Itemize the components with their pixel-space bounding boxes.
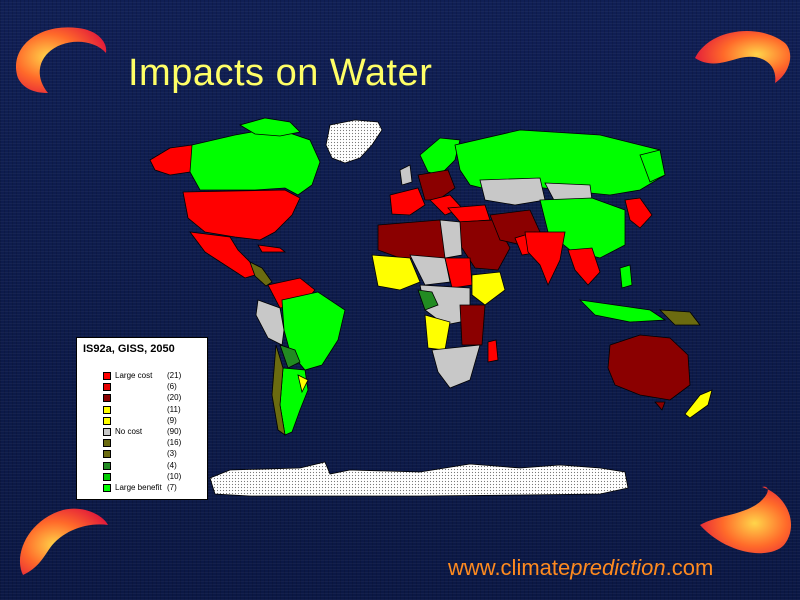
legend-count: (4) bbox=[167, 460, 177, 470]
canada bbox=[189, 127, 321, 196]
legend-count: (7) bbox=[167, 483, 177, 492]
sahel bbox=[409, 254, 451, 286]
legend-swatch bbox=[103, 372, 111, 380]
legend-title: IS92a, GISS, 2050 bbox=[83, 343, 175, 355]
legend-item: (9) bbox=[101, 416, 207, 426]
legend-count: (6) bbox=[167, 382, 177, 392]
uk bbox=[399, 164, 413, 186]
korea-japan bbox=[624, 197, 653, 229]
arctic-islands bbox=[238, 117, 301, 137]
india bbox=[524, 231, 566, 286]
legend-item: (3) bbox=[101, 449, 207, 459]
legend-count: (9) bbox=[167, 415, 177, 425]
flame-swoosh-top-right bbox=[695, 30, 791, 83]
legend-label: Large benefit bbox=[115, 483, 162, 492]
legend-item: Large cost (21) bbox=[101, 371, 207, 381]
chile bbox=[271, 344, 286, 436]
url-prefix: www.climate bbox=[448, 555, 571, 580]
turkey-caucasus bbox=[447, 204, 491, 223]
url-italic: prediction bbox=[570, 555, 666, 580]
egypt bbox=[439, 219, 463, 259]
legend-item: (10) bbox=[101, 472, 207, 482]
legend-swatch bbox=[103, 416, 111, 425]
legend-item: (6) bbox=[101, 382, 207, 392]
southern-africa bbox=[431, 344, 481, 389]
legend-swatch bbox=[103, 428, 111, 436]
tasmania bbox=[654, 401, 666, 411]
kamchatka bbox=[639, 149, 666, 183]
legend-item: No cost (90) bbox=[101, 427, 207, 437]
url-suffix: .com bbox=[665, 555, 714, 580]
indonesia bbox=[578, 299, 667, 323]
kazakhstan bbox=[479, 177, 546, 206]
flame-swoosh-top-left bbox=[16, 27, 107, 93]
philippines bbox=[619, 264, 633, 289]
new-zealand bbox=[684, 389, 713, 419]
australia bbox=[607, 334, 691, 401]
legend-item: (20) bbox=[101, 393, 207, 403]
map-legend: IS92a, GISS, 2050 Large cost (21) (6) (20)(… bbox=[76, 337, 208, 500]
west-africa bbox=[371, 254, 421, 291]
flame-swoosh-bottom-right bbox=[700, 486, 792, 554]
scandinavia bbox=[419, 137, 461, 176]
legend-count: (3) bbox=[167, 449, 177, 459]
legend-swatch bbox=[103, 472, 111, 481]
legend-swatch bbox=[103, 484, 111, 492]
bolivia bbox=[279, 344, 301, 369]
legend-swatch bbox=[103, 405, 111, 414]
cuba bbox=[257, 244, 287, 253]
legend-swatch bbox=[103, 439, 111, 448]
madagascar bbox=[487, 339, 499, 363]
southeast-asia bbox=[567, 247, 601, 286]
uruguay bbox=[297, 374, 309, 394]
greenland bbox=[325, 119, 383, 164]
mexico bbox=[189, 231, 256, 279]
legend-label: No cost bbox=[115, 427, 143, 436]
legend-count: (16) bbox=[167, 438, 182, 448]
sudan bbox=[444, 257, 473, 289]
legend-count: (20) bbox=[167, 393, 182, 403]
legend-swatch bbox=[103, 383, 111, 392]
central-america bbox=[249, 261, 273, 287]
antarctica bbox=[209, 461, 629, 497]
page-title: Impacts on Water bbox=[128, 52, 433, 94]
legend-swatch bbox=[103, 461, 111, 470]
brazil bbox=[281, 291, 346, 371]
legend-count: (10) bbox=[167, 471, 182, 481]
congo bbox=[417, 289, 439, 311]
legend-item: (11) bbox=[101, 405, 207, 415]
france-iberia bbox=[389, 187, 426, 216]
central-europe bbox=[417, 169, 456, 201]
ecuador-peru bbox=[255, 299, 285, 346]
legend-label: Large cost bbox=[115, 371, 153, 380]
legend-swatch bbox=[103, 394, 111, 403]
new-guinea bbox=[658, 309, 701, 326]
horn-of-africa bbox=[471, 271, 506, 306]
legend-item: (4) bbox=[101, 461, 207, 471]
legend-item: (16) bbox=[101, 438, 207, 448]
legend-count: (21) bbox=[167, 371, 182, 380]
flame-swoosh-bottom-left bbox=[19, 508, 109, 575]
legend-count: (11) bbox=[167, 404, 181, 414]
legend-swatch bbox=[103, 450, 111, 459]
legend-count: (90) bbox=[167, 427, 182, 436]
legend-item: Large benefit (7) bbox=[101, 483, 207, 493]
usa bbox=[182, 189, 301, 241]
east-africa bbox=[459, 304, 486, 346]
website-url[interactable]: www.climateprediction.com bbox=[448, 555, 713, 581]
